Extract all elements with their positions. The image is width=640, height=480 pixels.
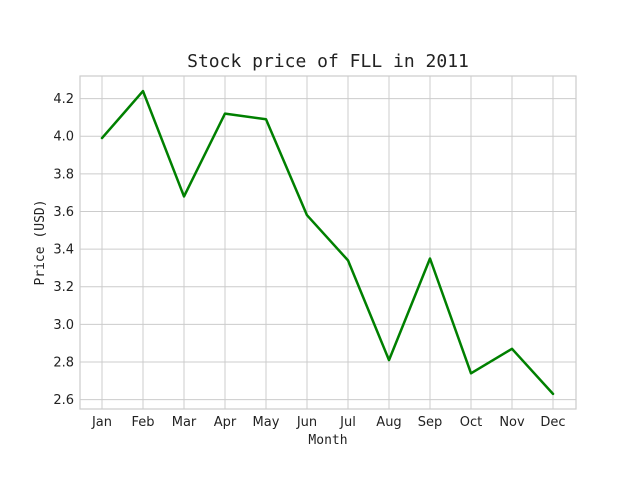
- price-series-line: [100, 89, 555, 396]
- x-tick-label: Feb: [131, 415, 154, 430]
- y-tick-label: 3.2: [53, 280, 74, 295]
- x-tick-label: Mar: [172, 415, 197, 430]
- x-tick-label: Jul: [339, 415, 356, 430]
- x-axis-label: Month: [308, 433, 347, 448]
- y-tick-label: 4.0: [53, 130, 74, 145]
- x-tick-label: Sep: [418, 415, 443, 430]
- x-tick-labels: Jan Feb Mar Apr May Jun Jul Aug Sep Oct Nov Dec: [91, 415, 566, 430]
- x-tick-label: Oct: [460, 415, 482, 430]
- y-tick-label: 3.4: [53, 243, 74, 258]
- series-layer: [100, 89, 555, 396]
- y-tick-label: 3.0: [53, 318, 74, 333]
- y-tick-label: 2.8: [53, 355, 74, 370]
- y-axis-label: Price (USD): [33, 199, 48, 285]
- x-tick-label: Jun: [296, 415, 317, 430]
- x-tick-label: Jan: [91, 415, 112, 430]
- x-tick-label: Nov: [499, 415, 525, 430]
- y-tick-label: 3.6: [53, 205, 74, 220]
- x-tick-label: Dec: [540, 415, 565, 430]
- plot-frame: [79, 75, 577, 410]
- y-tick-label: 3.8: [53, 167, 74, 182]
- x-gridlines: [101, 76, 554, 409]
- chart-title: Stock price of FLL in 2011: [187, 51, 469, 72]
- y-gridlines: [80, 98, 576, 401]
- y-tick-labels: 2.6 2.8 3.0 3.2 3.4 3.6 3.8 4.0 4.2: [53, 92, 74, 408]
- y-tick-label: 2.6: [53, 393, 74, 408]
- x-tick-label: May: [253, 415, 280, 430]
- x-tick-label: Apr: [214, 415, 237, 430]
- x-tick-label: Aug: [376, 415, 401, 430]
- y-tick-label: 4.2: [53, 92, 74, 107]
